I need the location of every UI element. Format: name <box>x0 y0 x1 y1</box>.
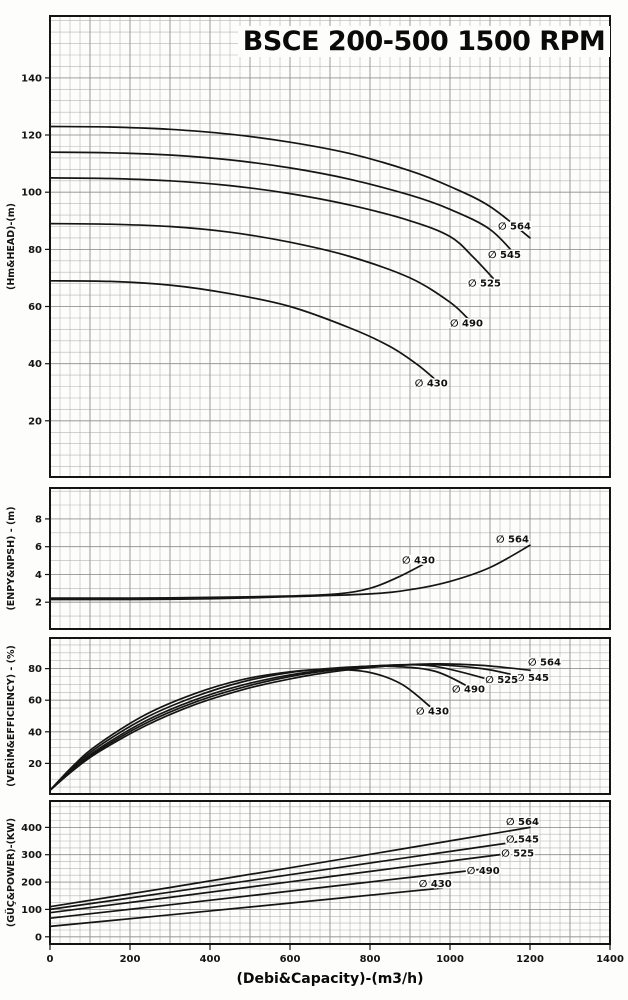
head-curve-490 <box>49 222 471 322</box>
power-diameter-label-525: ∅ 525 <box>501 849 534 860</box>
head-curve-545 <box>49 151 519 259</box>
x-tick-label: 1400 <box>596 954 624 965</box>
grid-major <box>50 637 610 795</box>
y-axis-title: (Hm&HEAD)-(m) <box>6 203 17 290</box>
plot-border <box>49 800 611 945</box>
efficiency-diameter-label-525: ∅ 525 <box>485 675 518 686</box>
y-tick-label: 20 <box>28 759 42 770</box>
plot-border <box>49 637 611 795</box>
x-tick-label: 800 <box>360 954 381 965</box>
y-tick-label: 100 <box>21 905 42 916</box>
head-curve-564 <box>49 125 531 239</box>
x-axis-title: (Debi&Capacity)-(m3/h) <box>236 971 424 987</box>
head-diameter-label-545: ∅ 545 <box>488 250 521 261</box>
y-tick-label: 100 <box>21 188 42 199</box>
npsh-diameter-label-430: ∅ 430 <box>402 555 435 566</box>
y-tick-label: 20 <box>28 416 42 427</box>
chart-title: BSCE 200-500 1500 RPM <box>238 26 610 58</box>
grid-major <box>50 15 610 478</box>
efficiency-diameter-label-545: ∅ 545 <box>516 673 549 684</box>
efficiency-curve-430 <box>49 668 431 792</box>
y-axis-title: (VERİM&EFFICIENCY) - (%) <box>6 645 17 787</box>
y-tick-label: 40 <box>28 359 42 370</box>
npsh-curve-564 <box>49 544 531 601</box>
y-axis-title: (GÜÇ&POWER)-(KW) <box>6 818 17 927</box>
efficiency-curve-564 <box>49 663 531 792</box>
head-diameter-label-430: ∅ 430 <box>415 379 448 390</box>
y-tick-label: 120 <box>21 131 42 142</box>
y-tick-label: 4 <box>35 570 42 581</box>
y-tick-label: 2 <box>35 598 42 609</box>
efficiency-curve-525 <box>49 663 491 792</box>
y-axis-title: (ENPY&NPSH) - (m) <box>6 506 17 610</box>
power-chart: 0 100 200 300 400 (GÜÇ&POWER)-(KW) ∅ 564 ∅ 545 ∅… <box>6 800 624 965</box>
head-chart: 20 40 60 80 100 120 140 (Hm&HEAD)-(m) ∅ 564 ∅ 545… <box>6 15 611 478</box>
x-tick-label: 200 <box>120 954 141 965</box>
npsh-diameter-label-564: ∅ 564 <box>496 535 529 546</box>
y-tick-label: 40 <box>28 727 42 738</box>
y-tick-label: 400 <box>21 823 42 834</box>
efficiency-diameter-label-490: ∅ 490 <box>452 684 485 695</box>
power-curve-430 <box>49 887 443 928</box>
grid-major <box>50 487 610 630</box>
efficiency-curve-545 <box>49 663 511 792</box>
y-tick-label: 8 <box>35 514 42 525</box>
y-tick-label: 80 <box>28 664 42 675</box>
power-curve-545 <box>49 840 523 911</box>
x-tick-label: 400 <box>200 954 221 965</box>
efficiency-curve-490 <box>49 665 471 792</box>
power-curve-490 <box>49 867 491 920</box>
head-diameter-label-525: ∅ 525 <box>468 279 501 290</box>
head-diameter-label-564: ∅ 564 <box>498 221 531 232</box>
power-diameter-label-490: ∅ 490 <box>467 866 500 877</box>
power-diameter-label-430: ∅ 430 <box>419 879 452 890</box>
power-diameter-label-564: ∅ 564 <box>506 817 539 828</box>
y-tick-label: 80 <box>28 245 42 256</box>
y-tick-label: 6 <box>35 542 42 553</box>
power-curve-564 <box>49 826 531 908</box>
efficiency-chart: 20 40 60 80 (VERİM&EFFICIENCY) - (%) ∅ 564 ∅ 5… <box>6 637 611 795</box>
x-tick-label: 0 <box>47 954 54 965</box>
npsh-chart: 2 4 6 8 (ENPY&NPSH) - (m) ∅ 430 ∅ 564 <box>6 487 611 630</box>
x-tick-label: 1000 <box>436 954 464 965</box>
power-curve-525 <box>49 853 507 914</box>
head-curve-525 <box>49 177 499 285</box>
y-tick-label: 60 <box>28 696 42 707</box>
x-tick-label: 1200 <box>516 954 544 965</box>
y-tick-label: 140 <box>21 73 42 84</box>
y-tick-label: 200 <box>21 878 42 889</box>
x-tick-label: 600 <box>280 954 301 965</box>
head-diameter-label-490: ∅ 490 <box>450 319 483 330</box>
y-tick-label: 0 <box>35 932 42 943</box>
grid-major <box>50 800 610 945</box>
plot-border <box>49 15 611 478</box>
y-tick-label: 60 <box>28 302 42 313</box>
efficiency-diameter-label-564: ∅ 564 <box>528 657 561 668</box>
power-diameter-label-545: ∅ 545 <box>506 834 539 845</box>
head-curve-430 <box>49 279 441 385</box>
plot-border <box>49 487 611 630</box>
y-tick-label: 300 <box>21 850 42 861</box>
efficiency-diameter-label-430: ∅ 430 <box>416 706 449 717</box>
